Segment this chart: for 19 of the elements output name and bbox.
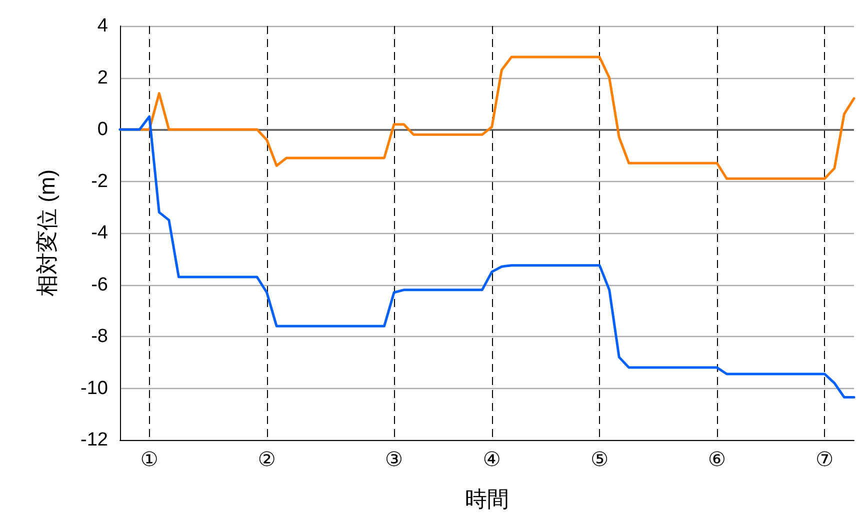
x-tick-label: ⑤ bbox=[590, 449, 609, 471]
x-tick-label: ④ bbox=[482, 449, 501, 471]
y-axis-title: 相対変位 (m) bbox=[34, 169, 60, 297]
y-tick-label: -8 bbox=[91, 326, 108, 347]
y-tick-label: -2 bbox=[91, 170, 108, 192]
y-tick-label: 4 bbox=[97, 16, 108, 36]
x-tick-label: ⑥ bbox=[708, 449, 726, 471]
y-tick-label: 0 bbox=[97, 119, 108, 140]
x-tick-label: ② bbox=[258, 449, 276, 471]
line-series bbox=[118, 115, 856, 399]
x-tick-label: ① bbox=[140, 449, 158, 471]
y-tick-label: -12 bbox=[80, 430, 108, 450]
x-tick-label: ③ bbox=[385, 449, 403, 471]
y-tick-label: -10 bbox=[80, 378, 108, 399]
x-axis-title: 時間 bbox=[465, 486, 509, 512]
x-tick-label: ⑦ bbox=[816, 449, 834, 471]
y-tick-label: 2 bbox=[97, 67, 108, 88]
y-tick-label: -6 bbox=[91, 274, 108, 296]
y-tick-label: -4 bbox=[91, 222, 108, 244]
